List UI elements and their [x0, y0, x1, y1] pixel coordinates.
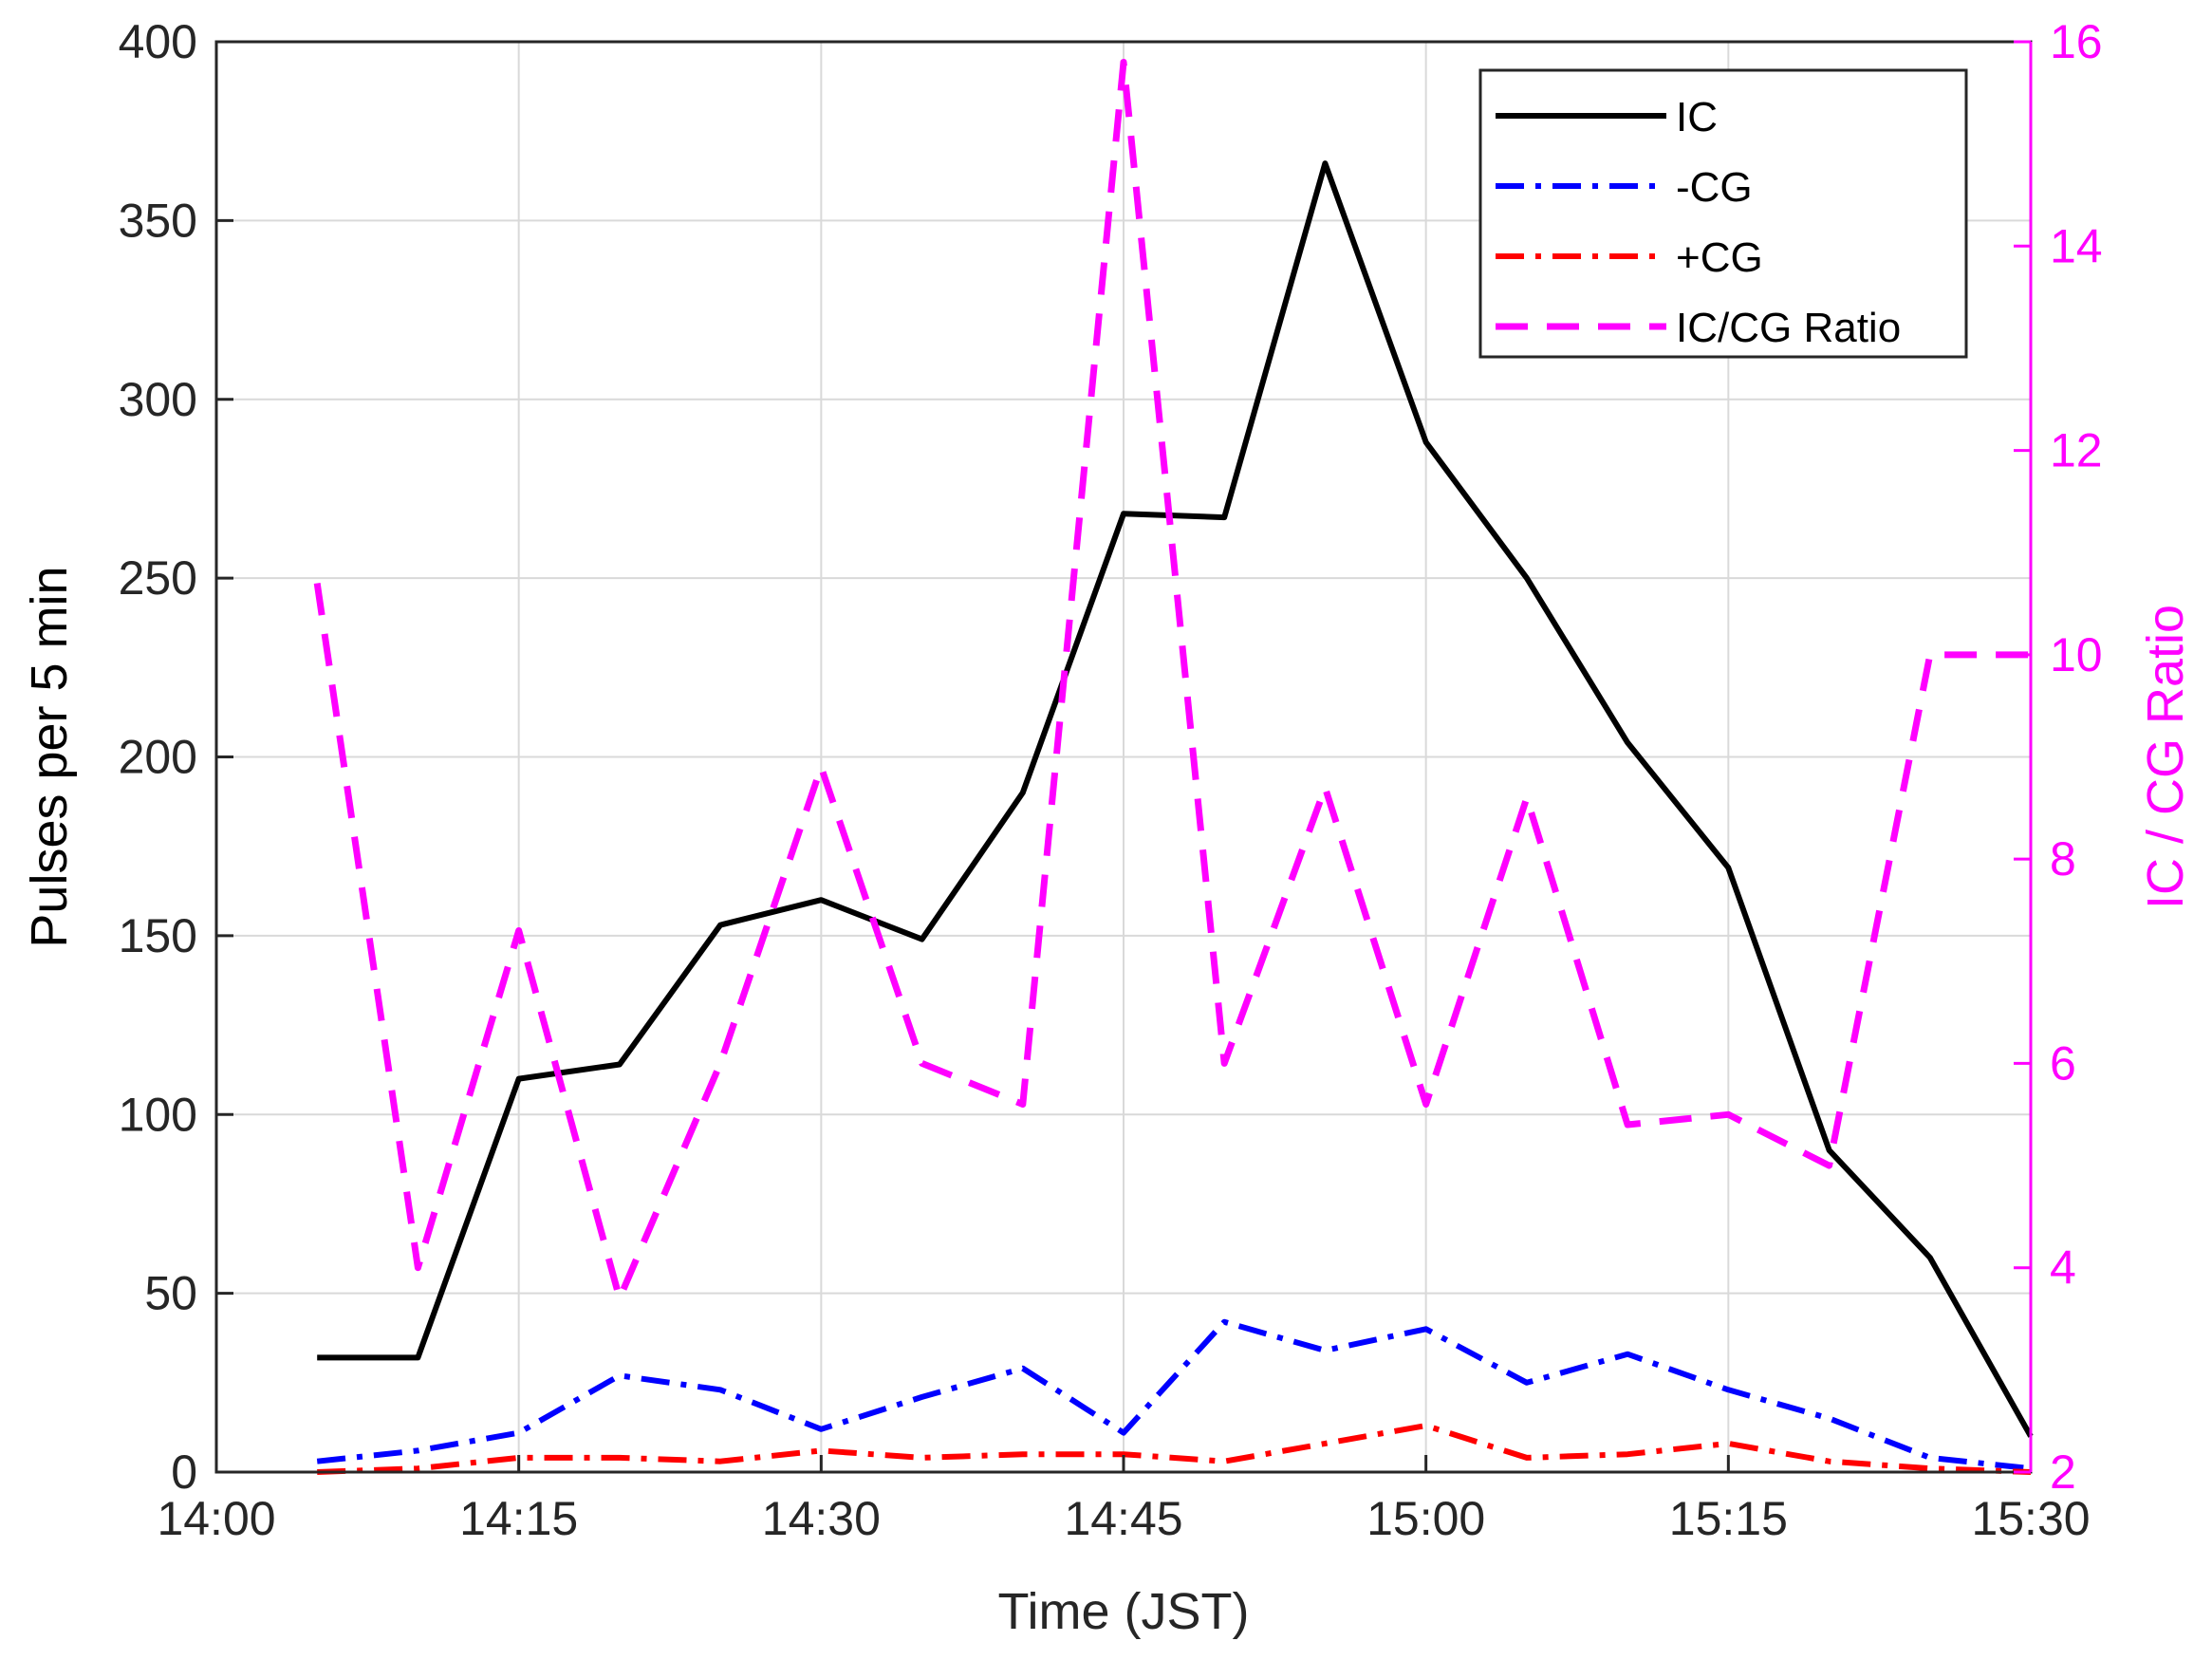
- y-left-tick-label: 150: [119, 909, 197, 962]
- y-left-tick-label: 400: [119, 15, 197, 68]
- y-right-tick-label: 6: [2050, 1036, 2076, 1090]
- x-axis-label: Time (JST): [998, 1583, 1250, 1640]
- y-right-tick-label: 12: [2050, 424, 2103, 477]
- legend-label: IC/CG Ratio: [1676, 305, 1901, 351]
- y-left-tick-label: 50: [144, 1267, 197, 1320]
- y-left-tick-label: 350: [119, 194, 197, 247]
- y-right-tick-label: 2: [2050, 1446, 2076, 1499]
- x-tick-label: 14:00: [157, 1492, 275, 1545]
- y-left-tick-label: 250: [119, 551, 197, 605]
- legend-label: +CG: [1676, 234, 1763, 281]
- legend-label: IC: [1676, 94, 1718, 140]
- y-axis-right-label: IC / CG Ratio: [2137, 605, 2194, 909]
- y-left-tick-label: 300: [119, 373, 197, 426]
- y-left-tick-label: 100: [119, 1088, 197, 1141]
- x-tick-label: 14:45: [1064, 1492, 1182, 1545]
- ticks: 14:00 14:15 14:30 14:45 15:00 15:15 15:30 0 50 10…: [119, 15, 2103, 1545]
- y-right-tick-label: 14: [2050, 219, 2103, 272]
- series-layer: [313, 59, 2034, 1475]
- x-tick-label: 14:15: [459, 1492, 578, 1545]
- y-left-tick-label: 0: [171, 1446, 197, 1499]
- series-line-cg: [317, 1423, 2032, 1475]
- series-line-cg: [316, 1318, 2032, 1472]
- x-tick-label: 15:30: [1971, 1492, 2090, 1545]
- x-tick-label: 15:15: [1669, 1492, 1788, 1545]
- x-tick-label: 15:00: [1366, 1492, 1485, 1545]
- y-left-tick-label: 200: [119, 731, 197, 784]
- legend: IC -CG +CG IC/CG Ratio: [1478, 68, 1968, 359]
- series-line-ic: [317, 160, 2034, 1438]
- legend-items: IC -CG +CG IC/CG Ratio: [1496, 94, 1901, 351]
- y-right-tick-label: 8: [2050, 832, 2076, 886]
- y-right-tick-label: 4: [2050, 1241, 2076, 1295]
- y-axis-left-label: Pulses per 5 min: [21, 566, 78, 947]
- y-right-tick-label: 16: [2050, 15, 2103, 68]
- x-tick-label: 14:30: [762, 1492, 881, 1545]
- series-line-ic-cg-ratio: [313, 59, 2031, 1302]
- legend-label: -CG: [1676, 164, 1753, 211]
- y-right-tick-label: 10: [2050, 628, 2103, 681]
